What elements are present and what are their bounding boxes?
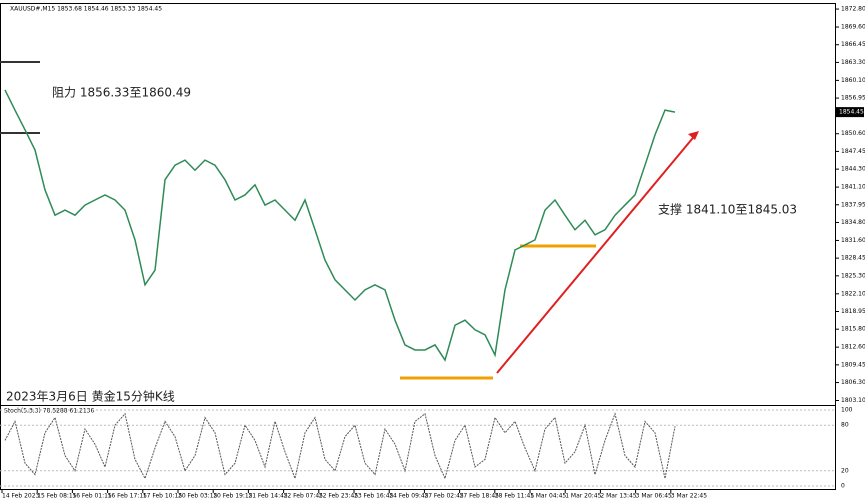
y-tick-label: 1806.30	[841, 379, 865, 386]
annotation: 2023年3月6日 黄金15分钟K线	[6, 389, 175, 404]
stoch-label: Stoch(5,3,3) 78.5288 61.2136	[4, 408, 95, 415]
y-tick-label: 1818.95	[841, 308, 865, 315]
stoch-line	[4, 412, 676, 481]
x-tick-label: 27 Feb 02:45	[424, 493, 464, 500]
y-tick-label: 1825.30	[841, 272, 865, 279]
x-tick-label: 3 Mar 06:45	[636, 493, 672, 500]
y-tick-label: 1856.95	[841, 95, 865, 102]
annotation: 阻力 1856.33至1860.49	[52, 86, 191, 100]
x-tick-label: 21 Feb 14:45	[248, 493, 288, 500]
current-price: 1854.45	[839, 109, 864, 116]
x-tick-label: 2 Mar 13:45	[600, 493, 636, 500]
x-tick-label: 16 Feb 17:15	[108, 493, 148, 500]
stoch-tick-label: 80	[841, 422, 849, 429]
trend-arrow	[688, 131, 699, 140]
y-tick-label: 1837.95	[841, 201, 865, 208]
y-tick-label: 1847.45	[841, 148, 865, 155]
y-tick-label: 1841.10	[841, 184, 865, 191]
y-tick-label: 1863.30	[841, 59, 865, 66]
y-tick-label: 1822.10	[841, 290, 865, 297]
x-tick-label: 14 Feb 2023	[2, 493, 40, 500]
x-tick-label: 27 Feb 18:45	[460, 493, 500, 500]
x-tick-label: 23 Feb 16:45	[354, 493, 394, 500]
x-tick-label: 1 Mar 04:45	[530, 493, 566, 500]
x-tick-label: 22 Feb 07:45	[284, 493, 324, 500]
x-tick-label: 20 Feb 03:15	[178, 493, 218, 500]
trend-line	[496, 132, 698, 374]
x-tick-label: 15 Feb 08:15	[37, 493, 77, 500]
x-tick-label: 3 Mar 22:45	[671, 493, 707, 500]
y-tick-label: 1866.45	[841, 41, 865, 48]
x-tick-label: 22 Feb 23:45	[319, 493, 359, 500]
y-tick-label: 1812.60	[841, 344, 865, 351]
y-tick-label: 1809.45	[841, 361, 865, 368]
x-tick-label: 20 Feb 19:15	[213, 493, 253, 500]
x-tick-label: 28 Feb 11:45	[495, 493, 535, 500]
y-tick-label: 1869.60	[841, 24, 865, 31]
y-tick-label: 1844.30	[841, 166, 865, 173]
annotation: 支撑 1841.10至1845.03	[658, 202, 797, 217]
x-tick-label: 16 Feb 01:15	[72, 493, 112, 500]
stoch-tick-label: 20	[841, 467, 849, 474]
stoch-tick-label: 100	[841, 407, 853, 414]
y-tick-label: 1803.10	[841, 397, 865, 404]
y-tick-label: 1834.80	[841, 219, 865, 226]
x-tick-label: 17 Feb 10:15	[143, 493, 183, 500]
y-tick-label: 1872.80	[841, 6, 865, 13]
stoch-panel	[0, 405, 836, 490]
y-tick-label: 1860.10	[841, 77, 865, 84]
price-box	[836, 107, 864, 118]
price-line	[4, 89, 676, 362]
x-tick-label: 24 Feb 09:45	[389, 493, 429, 500]
stoch-tick-label: 0	[841, 483, 845, 490]
y-tick-label: 1828.45	[841, 255, 865, 262]
header: XAUUSD#,M15 1853.68 1854.46 1853.33 1854…	[10, 6, 162, 13]
y-tick-label: 1831.60	[841, 237, 865, 244]
x-tick-label: 1 Mar 20:45	[565, 493, 601, 500]
y-tick-label: 1850.60	[841, 130, 865, 137]
y-tick-label: 1815.80	[841, 326, 865, 333]
